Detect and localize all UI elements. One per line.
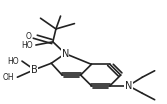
Text: OH: OH (3, 73, 14, 82)
Text: N: N (125, 81, 132, 91)
Text: HO: HO (21, 41, 33, 50)
Text: N: N (61, 49, 69, 59)
Text: B: B (31, 65, 38, 75)
Text: O: O (25, 32, 31, 41)
Text: HO: HO (7, 57, 19, 66)
